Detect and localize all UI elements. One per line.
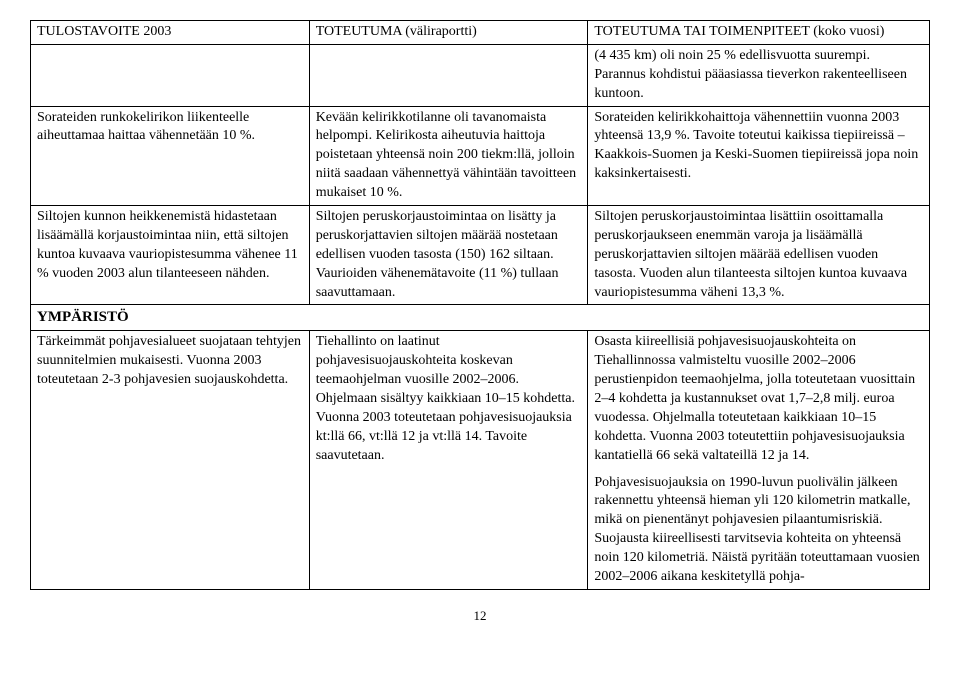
- table-header-row: TULOSTAVOITE 2003 TOTEUTUMA (väliraportt…: [31, 21, 930, 45]
- section-heading: YMPÄRISTÖ: [31, 305, 930, 331]
- table-row: Tärkeimmät pohjavesialueet suojataan teh…: [31, 331, 930, 590]
- header-col1: TULOSTAVOITE 2003: [31, 21, 310, 45]
- cell: (4 435 km) oli noin 25 % edellisvuotta s…: [588, 44, 930, 106]
- cell: Osasta kiireellisiä pohjavesisuojauskoht…: [588, 331, 930, 590]
- cell: [31, 44, 310, 106]
- header-col2: TOTEUTUMA (väliraportti): [309, 21, 588, 45]
- cell: Tiehallinto on laatinut pohjavesisuojaus…: [309, 331, 588, 590]
- page-number: 12: [30, 608, 930, 624]
- header-col3: TOTEUTUMA TAI TOIMENPITEET (koko vuosi): [588, 21, 930, 45]
- cell: [309, 44, 588, 106]
- cell: Tärkeimmät pohjavesialueet suojataan teh…: [31, 331, 310, 590]
- table-section-row: YMPÄRISTÖ: [31, 305, 930, 331]
- cell: Siltojen peruskorjaustoimintaa lisättiin…: [588, 206, 930, 305]
- cell: Siltojen kunnon heikkenemistä hidastetaa…: [31, 206, 310, 305]
- table-row: Sorateiden runkokelirikon liikenteelle a…: [31, 106, 930, 205]
- section-label: YMPÄRISTÖ: [37, 309, 129, 325]
- cell-paragraph: Pohjavesisuojauksia on 1990-luvun puoliv…: [594, 474, 923, 587]
- table-row: Siltojen kunnon heikkenemistä hidastetaa…: [31, 206, 930, 305]
- table-row: (4 435 km) oli noin 25 % edellisvuotta s…: [31, 44, 930, 106]
- report-table: TULOSTAVOITE 2003 TOTEUTUMA (väliraportt…: [30, 20, 930, 590]
- cell-paragraph: Osasta kiireellisiä pohjavesisuojauskoht…: [594, 333, 923, 465]
- cell: Siltojen peruskorjaustoimintaa on lisätt…: [309, 206, 588, 305]
- cell: Sorateiden kelirikkohaittoja vähennettii…: [588, 106, 930, 205]
- cell: Kevään kelirikkotilanne oli tavanomaista…: [309, 106, 588, 205]
- cell: Sorateiden runkokelirikon liikenteelle a…: [31, 106, 310, 205]
